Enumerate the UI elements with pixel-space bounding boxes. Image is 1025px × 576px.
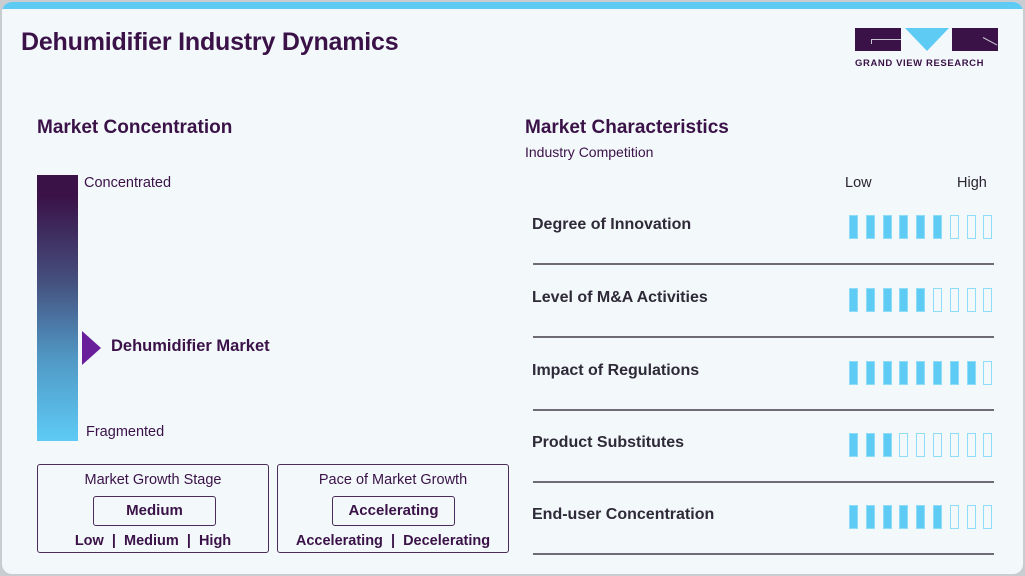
rating-bar-filled (849, 361, 858, 385)
rating-bar-filled (865, 361, 875, 385)
scale-low-label: Low (845, 175, 872, 191)
market-pointer-icon (82, 331, 101, 365)
rating-bar-filled (916, 215, 926, 239)
concentration-gradient-bar (37, 175, 78, 441)
rating-bar-empty (966, 215, 976, 239)
rating-bar-filled (966, 361, 976, 385)
rating-bar-filled (849, 215, 858, 239)
rating-bars (849, 433, 999, 457)
rating-bar-empty (949, 433, 959, 457)
rating-bar-filled (882, 433, 892, 457)
concentrated-label: Concentrated (84, 175, 172, 191)
characteristic-label: Impact of Regulations (532, 362, 700, 379)
rating-bar-filled (899, 361, 909, 385)
characteristic-label: Level of M&A Activities (532, 289, 708, 306)
rating-bar-empty (966, 505, 976, 529)
rating-bar-empty (983, 361, 993, 385)
top-accent-bar (2, 2, 1023, 9)
rating-bars (849, 288, 999, 312)
row-divider (533, 263, 994, 265)
market-marker-label: Dehumidifier Market (111, 337, 270, 355)
rating-bar-empty (983, 505, 993, 529)
logo-r-block-icon (952, 28, 998, 51)
growth-pace-options: Accelerating | Decelerating (295, 533, 491, 549)
rating-bar-filled (916, 361, 926, 385)
rating-bars (849, 215, 999, 239)
rating-bar-filled (933, 505, 942, 529)
rating-bar-filled (849, 505, 858, 529)
rating-bar-filled (916, 505, 926, 529)
rating-bar-filled (865, 505, 875, 529)
rating-bar-filled (865, 433, 875, 457)
pace-of-growth-box: Pace of Market Growth Accelerating Accel… (277, 464, 509, 553)
row-divider (533, 336, 994, 338)
rating-bar-empty (933, 433, 942, 457)
page-title: Dehumidifier Industry Dynamics (21, 28, 399, 56)
rating-bar-filled (899, 288, 909, 312)
rating-bar-empty (949, 288, 959, 312)
logo-v-triangle-icon (905, 28, 949, 51)
fragmented-label: Fragmented (86, 424, 165, 440)
market-concentration-title: Market Concentration (37, 117, 233, 138)
scale-high-label: High (957, 175, 987, 191)
market-characteristics-title: Market Characteristics (525, 117, 729, 138)
rating-bar-empty (949, 505, 959, 529)
rating-bar-filled (849, 288, 858, 312)
rating-bar-filled (916, 288, 926, 312)
rating-bar-filled (882, 505, 892, 529)
row-divider (533, 553, 994, 555)
rating-bar-empty (983, 215, 993, 239)
rating-bar-filled (949, 361, 959, 385)
characteristic-label: Degree of Innovation (532, 216, 692, 233)
rating-bar-empty (933, 288, 942, 312)
growth-pace-value: Accelerating (332, 496, 455, 526)
rating-bar-filled (899, 215, 909, 239)
rating-bar-filled (865, 288, 875, 312)
rating-bar-empty (983, 433, 993, 457)
rating-bar-empty (966, 433, 976, 457)
rating-bar-filled (865, 215, 875, 239)
logo-text: GRAND VIEW RESEARCH (855, 58, 985, 69)
industry-competition-subtitle: Industry Competition (525, 144, 654, 160)
row-divider (533, 409, 994, 411)
growth-stage-value: Medium (93, 496, 216, 526)
rating-bar-empty (983, 288, 993, 312)
rating-bar-empty (966, 288, 976, 312)
rating-bar-filled (899, 505, 909, 529)
market-growth-stage-box: Market Growth Stage Medium Low | Medium … (37, 464, 269, 553)
characteristic-label: End-user Concentration (532, 506, 715, 523)
growth-stage-title: Market Growth Stage (84, 472, 222, 488)
rating-bar-empty (949, 215, 959, 239)
rating-bar-filled (933, 361, 942, 385)
characteristic-label: Product Substitutes (532, 434, 685, 451)
growth-stage-options: Low | Medium | High (74, 533, 232, 549)
row-divider (533, 481, 994, 483)
rating-bar-empty (916, 433, 926, 457)
grand-view-research-logo: GRAND VIEW RESEARCH (855, 28, 998, 72)
rating-bar-empty (899, 433, 909, 457)
rating-bar-filled (882, 288, 892, 312)
rating-bars (849, 505, 999, 529)
rating-bar-filled (882, 215, 892, 239)
rating-bars (849, 361, 999, 385)
growth-pace-title: Pace of Market Growth (318, 472, 468, 488)
rating-bar-filled (933, 215, 942, 239)
rating-bar-filled (882, 361, 892, 385)
rating-bar-filled (849, 433, 858, 457)
